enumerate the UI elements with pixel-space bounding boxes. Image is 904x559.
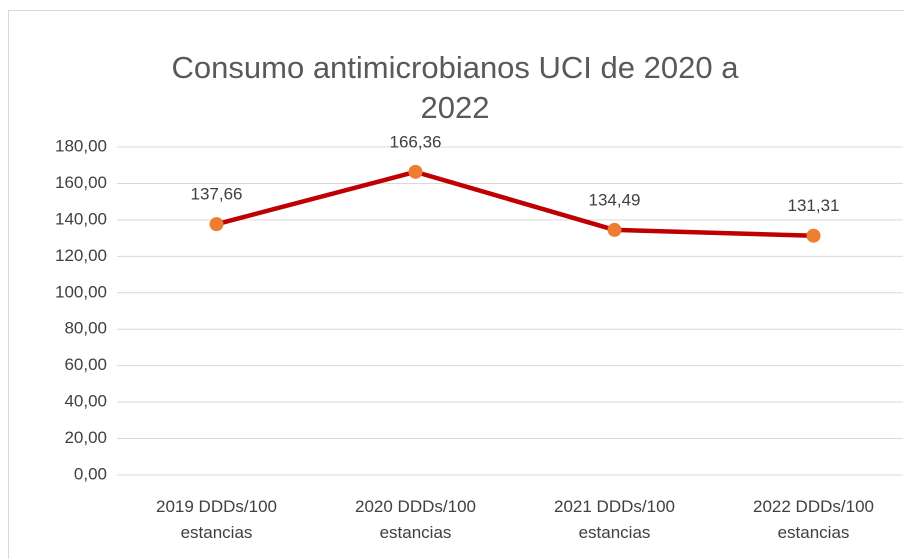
data-label: 131,31: [788, 196, 840, 215]
y-tick-label: 40,00: [64, 392, 107, 411]
data-label: 166,36: [390, 132, 442, 151]
chart-border: [8, 10, 904, 559]
y-tick-label: 140,00: [55, 209, 107, 228]
data-point: [806, 228, 821, 243]
x-tick-label: 2020 DDDs/100 estancias: [355, 497, 476, 542]
y-tick-label: 120,00: [55, 246, 107, 265]
data-label: 137,66: [191, 185, 243, 204]
y-tick-label: 0,00: [74, 464, 107, 483]
y-tick-label: 20,00: [64, 428, 107, 447]
line-series: [215, 169, 814, 238]
y-tick-label: 80,00: [64, 319, 107, 338]
x-tick-label: 2022 DDDs/100 estancias: [753, 497, 874, 542]
y-tick-label: 160,00: [55, 173, 107, 192]
x-tick-label: 2021 DDDs/100 estancias: [554, 497, 675, 542]
data-point: [408, 164, 423, 179]
data-point: [209, 217, 224, 232]
data-label: 134,49: [589, 190, 641, 209]
y-tick-label: 60,00: [64, 355, 107, 374]
chart-title: Consumo antimicrobianos UCI de 2020 a 20…: [171, 50, 739, 125]
y-tick-label: 100,00: [55, 282, 107, 301]
x-tick-label: 2019 DDDs/100 estancias: [156, 497, 277, 542]
y-tick-label: 180,00: [55, 136, 107, 155]
data-point: [607, 222, 622, 237]
